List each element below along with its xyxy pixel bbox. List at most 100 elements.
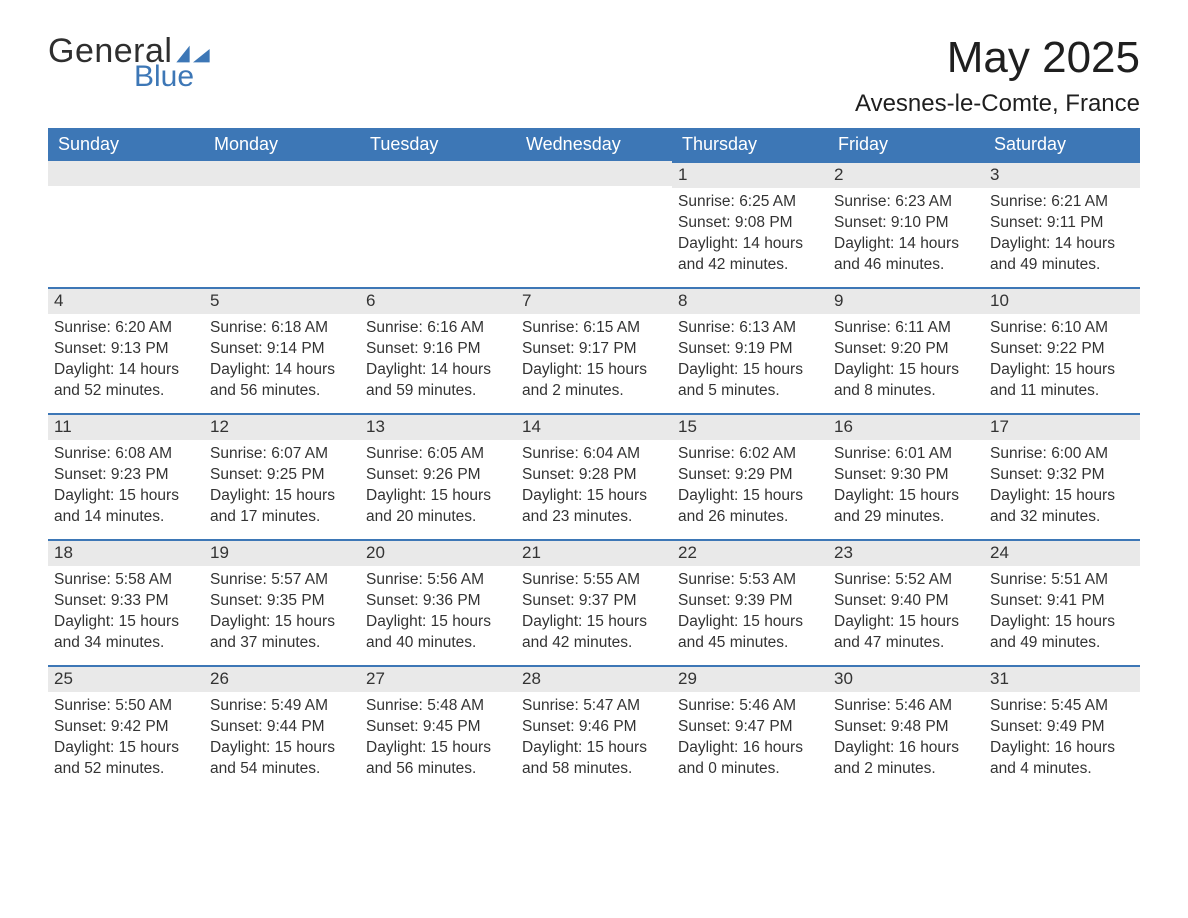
hours-word: hours — [452, 361, 491, 378]
daylight-hours: 16 — [743, 739, 760, 756]
day-number: 26 — [204, 665, 360, 692]
sunset-value: 9:23 PM — [111, 466, 169, 483]
sunset-label: Sunset: — [678, 592, 731, 609]
day-number: 28 — [516, 665, 672, 692]
daylight-hours: 15 — [119, 613, 136, 630]
sunrise-value: 5:46 AM — [895, 697, 952, 714]
minutes-word: minutes. — [262, 634, 321, 651]
sunset-line: Sunset: 9:37 PM — [522, 591, 666, 612]
empty-day-strip — [48, 161, 204, 186]
sunrise-label: Sunrise: — [54, 571, 111, 588]
day-number: 18 — [48, 539, 204, 566]
daylight-label: Daylight: — [678, 235, 738, 252]
calendar-cell: 23Sunrise: 5:52 AMSunset: 9:40 PMDayligh… — [828, 539, 984, 665]
sunrise-label: Sunrise: — [678, 193, 735, 210]
and-word: and — [210, 508, 236, 525]
sunrise-line: Sunrise: 5:50 AM — [54, 696, 198, 717]
sunrise-label: Sunrise: — [54, 445, 111, 462]
hours-word: hours — [764, 487, 803, 504]
calendar-cell: 17Sunrise: 6:00 AMSunset: 9:32 PMDayligh… — [984, 413, 1140, 539]
hours-word: hours — [920, 613, 959, 630]
sunrise-label: Sunrise: — [210, 319, 267, 336]
sunrise-label: Sunrise: — [834, 193, 891, 210]
sunrise-value: 5:50 AM — [115, 697, 172, 714]
daylight-minutes: 40 — [396, 634, 413, 651]
sunset-value: 9:44 PM — [267, 718, 325, 735]
sunrise-value: 5:53 AM — [739, 571, 796, 588]
daylight-minutes: 17 — [240, 508, 257, 525]
sunset-value: 9:42 PM — [111, 718, 169, 735]
sunrise-line: Sunrise: 6:21 AM — [990, 192, 1134, 213]
sunset-value: 9:40 PM — [891, 592, 949, 609]
sunrise-value: 6:16 AM — [427, 319, 484, 336]
sunset-line: Sunset: 9:10 PM — [834, 213, 978, 234]
sunrise-line: Sunrise: 6:01 AM — [834, 444, 978, 465]
daylight-hours: 15 — [743, 361, 760, 378]
daylight-hours: 15 — [587, 613, 604, 630]
sunrise-label: Sunrise: — [678, 571, 735, 588]
calendar-page: General Blue May 2025 Avesnes-le-Comte, … — [0, 0, 1188, 918]
and-word: and — [678, 508, 704, 525]
day-number: 19 — [204, 539, 360, 566]
calendar-cell: 22Sunrise: 5:53 AMSunset: 9:39 PMDayligh… — [672, 539, 828, 665]
daylight-label: Daylight: — [54, 487, 114, 504]
minutes-word: minutes. — [886, 508, 945, 525]
minutes-word: minutes. — [886, 634, 945, 651]
and-word: and — [834, 382, 860, 399]
day-body: Sunrise: 6:18 AMSunset: 9:14 PMDaylight:… — [204, 314, 360, 406]
minutes-word: minutes. — [418, 382, 477, 399]
and-word: and — [678, 256, 704, 273]
minutes-word: minutes. — [106, 508, 165, 525]
sunrise-value: 6:02 AM — [739, 445, 796, 462]
daylight-hours: 15 — [1055, 487, 1072, 504]
calendar-cell: 12Sunrise: 6:07 AMSunset: 9:25 PMDayligh… — [204, 413, 360, 539]
calendar-cell: 19Sunrise: 5:57 AMSunset: 9:35 PMDayligh… — [204, 539, 360, 665]
daylight-line: Daylight: 15 hours and 17 minutes. — [210, 486, 354, 528]
day-body: Sunrise: 5:51 AMSunset: 9:41 PMDaylight:… — [984, 566, 1140, 658]
sunrise-line: Sunrise: 5:51 AM — [990, 570, 1134, 591]
sunset-label: Sunset: — [366, 592, 419, 609]
daylight-minutes: 42 — [552, 634, 569, 651]
sunset-value: 9:17 PM — [579, 340, 637, 357]
sunset-label: Sunset: — [990, 592, 1043, 609]
daylight-hours: 15 — [899, 487, 916, 504]
sunset-label: Sunset: — [54, 718, 107, 735]
calendar-week-row: 4Sunrise: 6:20 AMSunset: 9:13 PMDaylight… — [48, 287, 1140, 413]
daylight-label: Daylight: — [366, 613, 426, 630]
daylight-label: Daylight: — [54, 613, 114, 630]
empty-day-strip — [204, 161, 360, 186]
daylight-label: Daylight: — [210, 487, 270, 504]
sunset-value: 9:47 PM — [735, 718, 793, 735]
calendar-cell: 11Sunrise: 6:08 AMSunset: 9:23 PMDayligh… — [48, 413, 204, 539]
sunrise-label: Sunrise: — [990, 571, 1047, 588]
sunrise-value: 6:23 AM — [895, 193, 952, 210]
daylight-minutes: 34 — [84, 634, 101, 651]
daylight-minutes: 49 — [1020, 256, 1037, 273]
and-word: and — [990, 256, 1016, 273]
sunrise-value: 6:11 AM — [895, 319, 951, 336]
day-body: Sunrise: 6:07 AMSunset: 9:25 PMDaylight:… — [204, 440, 360, 532]
day-body: Sunrise: 5:58 AMSunset: 9:33 PMDaylight:… — [48, 566, 204, 658]
daylight-label: Daylight: — [678, 613, 738, 630]
sunrise-value: 6:15 AM — [583, 319, 640, 336]
day-body: Sunrise: 6:15 AMSunset: 9:17 PMDaylight:… — [516, 314, 672, 406]
location-label: Avesnes-le-Comte, France — [855, 90, 1140, 118]
minutes-word: minutes. — [1042, 256, 1101, 273]
sunset-line: Sunset: 9:45 PM — [366, 717, 510, 738]
sunset-value: 9:45 PM — [423, 718, 481, 735]
calendar-week-row: 1Sunrise: 6:25 AMSunset: 9:08 PMDaylight… — [48, 161, 1140, 287]
day-body: Sunrise: 5:52 AMSunset: 9:40 PMDaylight:… — [828, 566, 984, 658]
and-word: and — [990, 382, 1016, 399]
sunset-label: Sunset: — [366, 718, 419, 735]
daylight-label: Daylight: — [54, 739, 114, 756]
day-body: Sunrise: 5:53 AM Sunset: 9:39 PMDaylight:… — [672, 566, 828, 658]
sunset-value: 9:30 PM — [891, 466, 949, 483]
calendar-table: SundayMondayTuesdayWednesdayThursdayFrid… — [48, 128, 1140, 791]
sunrise-line: Sunrise: 5:48 AM — [366, 696, 510, 717]
and-word: and — [522, 634, 548, 651]
sunset-line: Sunset: 9:39 PM — [678, 591, 822, 612]
hours-word: hours — [452, 613, 491, 630]
daylight-line: Daylight: 15 hours and 49 minutes. — [990, 612, 1134, 654]
day-body: Sunrise: 6:16 AMSunset: 9:16 PMDaylight:… — [360, 314, 516, 406]
sunset-label: Sunset: — [678, 466, 731, 483]
